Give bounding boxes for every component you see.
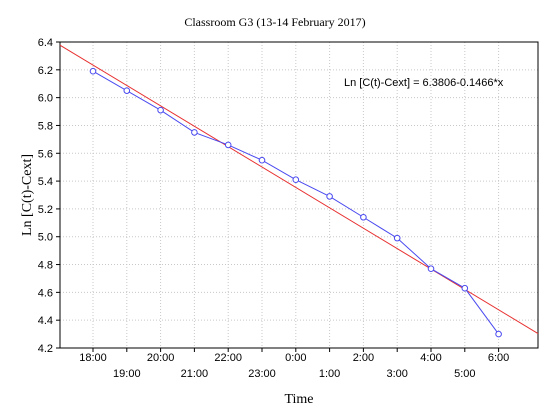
y-tick-label: 5.0 xyxy=(38,232,53,244)
x-tick-label: 19:00 xyxy=(113,368,141,380)
x-tick-label: 21:00 xyxy=(181,368,209,380)
chart-title: Classroom G3 (13-14 February 2017) xyxy=(184,15,365,29)
data-point xyxy=(191,129,198,136)
y-tick-label: 4.2 xyxy=(38,343,53,355)
plot-frame xyxy=(59,41,539,349)
y-tick-label: 4.4 xyxy=(38,315,53,327)
data-point xyxy=(123,87,131,94)
x-axis-label: Time xyxy=(284,392,313,407)
grid xyxy=(60,41,538,349)
y-tick-label: 4.6 xyxy=(38,287,53,299)
data-point xyxy=(224,141,232,149)
x-tick-label: 4:00 xyxy=(420,352,441,364)
x-tick-label: 3:00 xyxy=(386,368,407,380)
y-tick-label: 6.0 xyxy=(38,93,53,105)
x-tick-label: 5:00 xyxy=(454,368,475,380)
data-point xyxy=(461,284,469,292)
x-tick-label: 1:00 xyxy=(319,368,340,380)
data-point xyxy=(495,330,502,338)
y-tick-label: 6.4 xyxy=(38,37,53,49)
data-point xyxy=(157,106,164,114)
x-tick-label: 23:00 xyxy=(248,368,276,380)
x-axis-ticks: 18:00 19:00 20:00 21:00 22:00 23:00 0:00 1:00 2:… xyxy=(79,348,509,380)
equation-label: Ln [C(t)-Cext] = 6.3806-0.1466*x xyxy=(344,77,504,89)
y-axis-label: Ln [C(t)-Cext] xyxy=(20,154,35,236)
y-tick-label: 5.2 xyxy=(38,204,53,216)
x-tick-label: 2:00 xyxy=(353,352,374,364)
x-tick-label: 22:00 xyxy=(214,352,242,364)
x-tick-label: 6:00 xyxy=(488,352,509,364)
y-axis-ticks: 4.2 4.4 4.6 4.8 5.0 5.2 5.4 5.6 5.8 6.0 6.2 6.4 xyxy=(38,37,60,355)
data-point xyxy=(292,176,300,183)
y-tick-label: 5.8 xyxy=(38,120,53,132)
fit-line xyxy=(59,44,539,334)
x-tick-label: 18:00 xyxy=(79,352,107,364)
data-point xyxy=(427,265,435,273)
y-tick-label: 5.6 xyxy=(38,148,53,160)
data-point xyxy=(360,213,367,221)
data-points xyxy=(89,67,502,338)
y-tick-label: 6.2 xyxy=(38,65,53,77)
x-tick-label: 0:00 xyxy=(285,352,306,364)
y-tick-label: 5.4 xyxy=(38,176,53,188)
data-point xyxy=(393,234,401,242)
data-point xyxy=(326,193,333,200)
x-tick-label: 20:00 xyxy=(147,352,175,364)
y-tick-label: 4.8 xyxy=(38,260,53,272)
data-point xyxy=(89,67,97,75)
data-point xyxy=(258,156,266,164)
